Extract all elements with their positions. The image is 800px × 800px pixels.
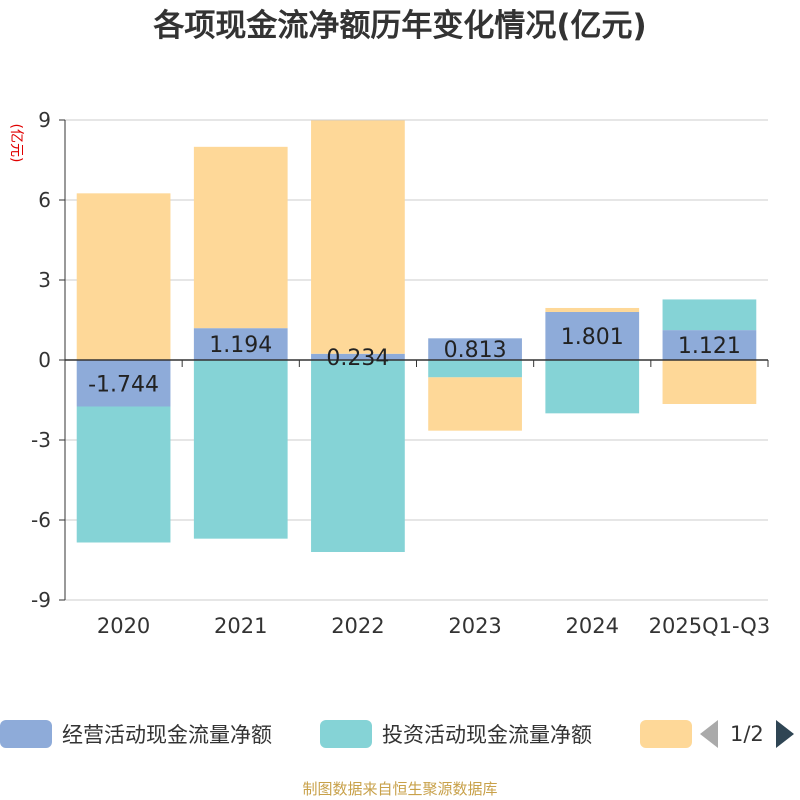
data-label: 1.121 [678, 334, 741, 359]
previous-page-icon[interactable] [700, 720, 718, 748]
x-tick-label: 2025Q1-Q3 [649, 614, 771, 638]
legend-swatch-financing [640, 720, 692, 748]
data-label: 1.194 [209, 333, 272, 358]
legend-swatch-investing [320, 720, 372, 748]
y-tick-label: -9 [31, 588, 51, 612]
legend-label-operating: 经营活动现金流量净额 [62, 723, 272, 747]
legend: 经营活动现金流量净额 投资活动现金流量净额 [0, 716, 800, 752]
x-tick-label: 2024 [566, 614, 619, 638]
bar-operating [76, 360, 171, 407]
data-label: 0.813 [444, 338, 507, 363]
legend-label-investing: 投资活动现金流量净额 [382, 723, 592, 747]
y-tick-label: -3 [31, 428, 51, 452]
bar-operating [545, 311, 640, 360]
y-tick-label: -6 [31, 508, 51, 532]
x-tick-label: 2021 [214, 614, 267, 638]
bar-investing [545, 360, 640, 414]
legend-pager: 1/2 [700, 716, 794, 752]
bar-financing [193, 146, 288, 329]
bar-operating [193, 328, 288, 360]
y-tick-label: 6 [38, 188, 51, 212]
x-tick-label: 2020 [97, 614, 150, 638]
x-tick-label: 2022 [331, 614, 384, 638]
y-tick-label: 9 [38, 108, 51, 132]
bar-financing [311, 120, 405, 354]
bar-investing [193, 360, 288, 539]
x-tick-label: 2023 [448, 614, 501, 638]
stacked-bar-chart: 9 6 3 0 -3 -6 -9 (亿元) 2020 2021 2022 2023 2024 2025Q1… [8, 108, 771, 638]
data-label: -1.744 [88, 372, 159, 397]
legend-swatch-operating [0, 720, 52, 748]
data-label: 1.801 [561, 325, 624, 350]
bar-investing [428, 360, 522, 378]
source-note: 制图数据来自恒生聚源数据库 [302, 780, 498, 798]
chart-title: 各项现金流净额历年变化情况(亿元) [153, 8, 647, 44]
y-tick-label: 3 [38, 268, 51, 292]
bar-operating [311, 353, 405, 360]
legend-item-investing[interactable]: 投资活动现金流量净额 [320, 716, 592, 752]
bar-operating [662, 330, 757, 360]
y-tick-label: 0 [38, 348, 51, 372]
legend-item-financing[interactable] [640, 716, 702, 752]
legend-item-operating[interactable]: 经营活动现金流量净额 [0, 716, 272, 752]
y-axis-unit-label: (亿元) [8, 124, 24, 163]
bar-financing [545, 307, 640, 312]
data-label: 0.234 [326, 346, 389, 371]
bar-financing [662, 360, 757, 404]
bar-investing [76, 406, 171, 543]
bar-investing [311, 360, 405, 552]
bar-operating [428, 338, 522, 360]
bar-investing [662, 299, 757, 331]
bar-financing [76, 193, 171, 360]
bar-financing [428, 377, 522, 431]
next-page-icon[interactable] [775, 720, 794, 748]
legend-page-number: 1/2 [730, 722, 764, 746]
